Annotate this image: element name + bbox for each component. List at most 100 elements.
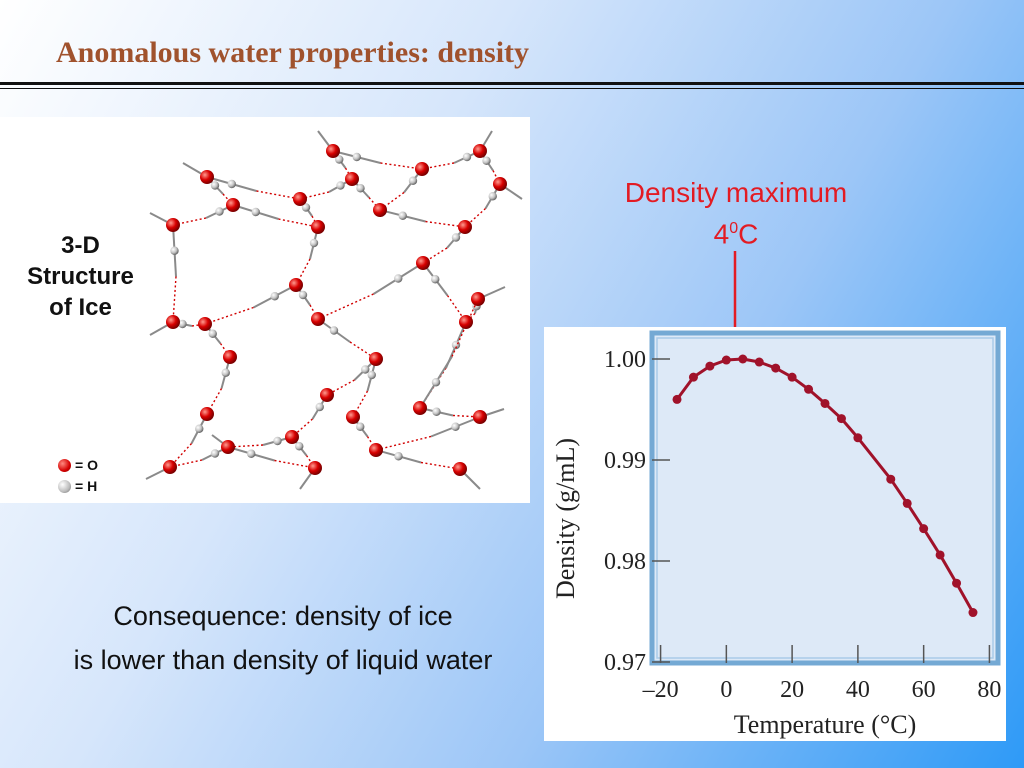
oxygen-atom: [453, 462, 467, 476]
hydrogen-atom: [482, 156, 491, 165]
oxygen-atom: [311, 220, 325, 234]
oxygen-atom: [226, 198, 240, 212]
hydrogen-atom: [356, 184, 365, 193]
hydrogen-atom: [451, 233, 461, 242]
hydrogen-atom: [394, 452, 403, 461]
data-point: [952, 578, 962, 588]
oxygen-atom: [320, 388, 334, 402]
hydrogen-atom: [431, 275, 440, 284]
data-point: [705, 361, 715, 371]
hydrogen-atom-icon: [58, 480, 71, 493]
oxygen-atom: [346, 410, 360, 424]
annotation-unit: C: [738, 218, 759, 250]
hydrogen-atom: [329, 326, 339, 335]
plot-area: [649, 330, 1001, 666]
oxygen-atom: [285, 430, 299, 444]
data-point: [672, 394, 682, 404]
hydrogen-atom: [398, 211, 407, 220]
oxygen-atoms: [163, 144, 507, 476]
oxygen-atom: [413, 401, 427, 415]
plot-inner-border: [656, 337, 994, 659]
oxygen-atom: [369, 352, 383, 366]
consequence-line2: is lower than density of liquid water: [73, 645, 493, 675]
oxygen-atom: [223, 350, 237, 364]
annotation-value: 4: [713, 218, 730, 250]
hydrogen-atom: [361, 365, 370, 374]
oxygen-atom: [166, 315, 180, 329]
oxygen-atom: [415, 162, 429, 176]
hydrogen-atom: [221, 368, 230, 377]
hydrogen-atom: [451, 422, 460, 431]
data-point: [721, 355, 731, 365]
oxygen-atom: [163, 460, 177, 474]
y-tick-label: 0.99: [604, 448, 646, 474]
ice-caption: 3-D Structure of Ice: [8, 230, 153, 323]
hydrogen-atom: [394, 274, 403, 283]
data-point: [919, 524, 929, 534]
oxygen-atom: [289, 278, 303, 292]
y-tick-label: 0.97: [604, 650, 646, 676]
data-point: [836, 414, 846, 424]
hydrogen-atom: [335, 155, 344, 164]
hydrogen-atom: [195, 424, 204, 433]
hydrogen-atom: [309, 238, 319, 248]
data-point: [804, 384, 814, 394]
data-point: [886, 474, 896, 484]
hydrogen-atom: [432, 407, 441, 416]
oxygen-atom: [293, 192, 307, 206]
oxygen-atom-icon: [58, 459, 71, 472]
ice-caption-line: of Ice: [49, 294, 112, 321]
hydrogen-atom: [227, 179, 236, 189]
hydrogen-atom: [408, 176, 418, 185]
hydrogen-atom: [298, 290, 308, 300]
ice-structure-figure: 3-D Structure of Ice = O = H: [0, 117, 530, 503]
x-tick-label: 40: [846, 677, 870, 703]
oxygen-atom: [345, 172, 359, 186]
data-point: [787, 372, 797, 382]
x-tick-label: 60: [912, 677, 936, 703]
annotation-degree: 0: [729, 220, 739, 237]
oxygen-atom: [200, 170, 214, 184]
legend-oxygen: = O: [58, 457, 98, 473]
oxygen-atom: [198, 317, 212, 331]
slide-title: Anomalous water properties: density: [56, 36, 530, 69]
data-point: [754, 357, 764, 367]
oxygen-atom: [458, 220, 472, 234]
oxygen-atom: [471, 292, 485, 306]
legend-hydrogen: = H: [58, 478, 97, 494]
oxygen-atom: [311, 312, 325, 326]
density-maximum-annotation: Density maximum 40C: [590, 175, 882, 252]
data-point: [771, 363, 781, 373]
hydrogen-atom: [462, 152, 472, 162]
density-chart-svg: 0.97 0.98 0.99 1.00 –20 0 20 40 60 80 Temperature …: [551, 330, 1001, 739]
density-chart: 0.97 0.98 0.99 1.00 –20 0 20 40 60 80 Temperature …: [544, 327, 1006, 741]
x-tick-label: –20: [642, 677, 679, 703]
hydrogen-atom: [352, 152, 361, 162]
hydrogen-atom: [215, 207, 224, 216]
hydrogen-atom: [488, 192, 497, 201]
oxygen-atom: [373, 203, 387, 217]
hydrogen-atom: [336, 181, 345, 190]
data-point: [688, 372, 698, 382]
consequence-text: Consequence: density of ice is lower tha…: [16, 594, 550, 682]
annotation-line1: Density maximum: [624, 177, 848, 208]
hydrogen-atom: [210, 449, 220, 458]
data-point: [935, 550, 945, 560]
title-divider: [0, 82, 1024, 85]
hydrogen-atom: [170, 246, 179, 255]
x-axis-label: Temperature (°C): [734, 710, 917, 739]
oxygen-atom: [166, 218, 180, 232]
hydrogen-atom: [301, 203, 311, 212]
x-tick-label: 20: [780, 677, 804, 703]
x-tick-label: 0: [720, 677, 732, 703]
consequence-line1: Consequence: density of ice: [113, 601, 453, 631]
ice-caption-line: 3-D: [61, 232, 100, 259]
y-tick-label: 1.00: [604, 347, 646, 373]
hydrogen-atom: [178, 319, 187, 329]
oxygen-atom: [459, 315, 473, 329]
oxygen-atom: [493, 177, 507, 191]
oxygen-atom: [416, 256, 430, 270]
oxygen-atom: [200, 407, 214, 421]
data-point: [968, 608, 978, 618]
y-tick-label: 0.98: [604, 549, 646, 575]
